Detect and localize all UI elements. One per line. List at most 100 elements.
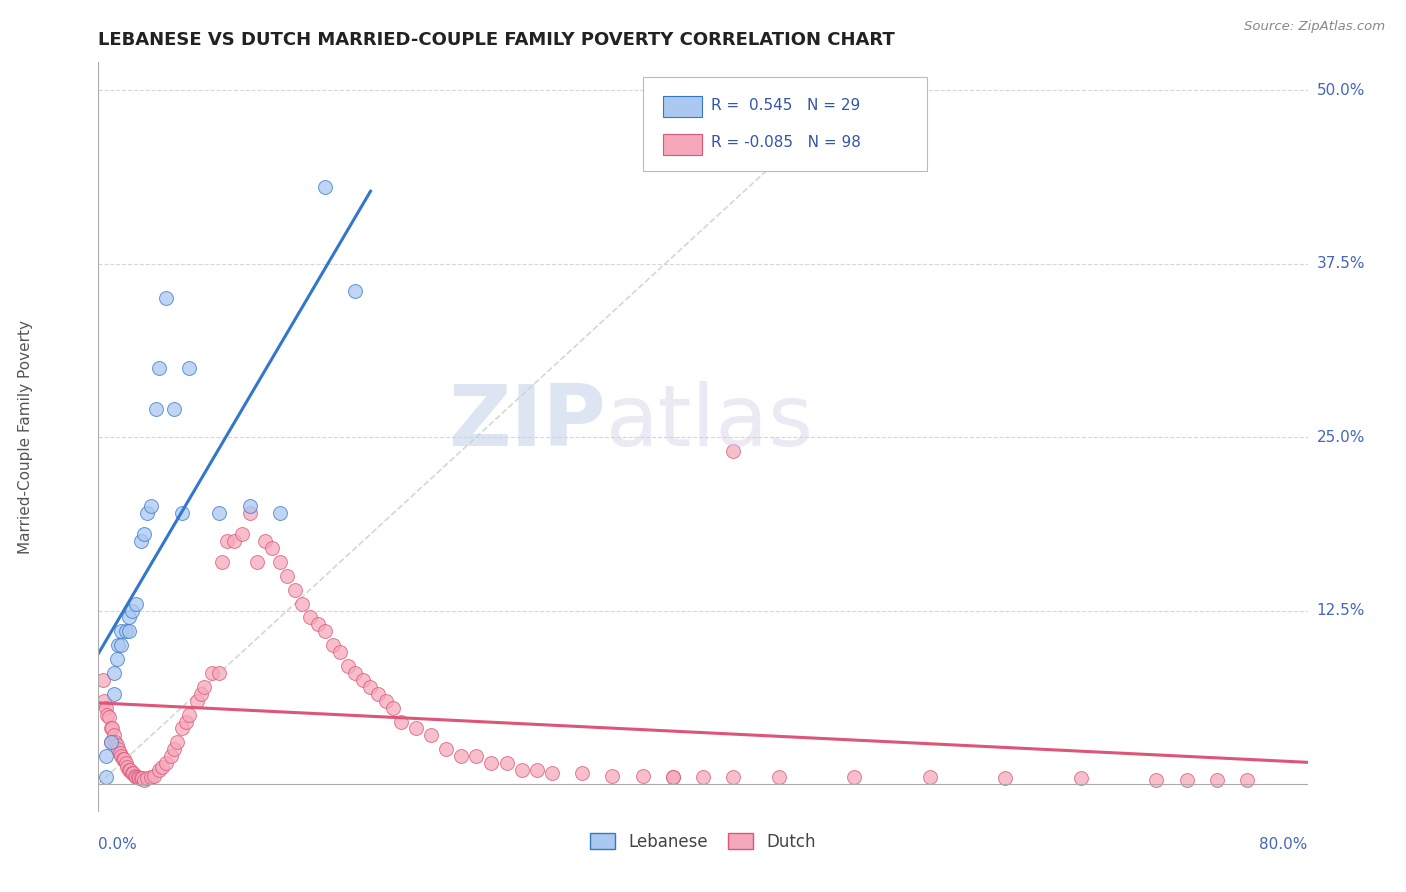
- Point: [540, 765, 562, 780]
- Point: [114, 624, 136, 639]
- Point: [145, 402, 167, 417]
- Point: [103, 728, 125, 742]
- Point: [434, 742, 457, 756]
- Point: [108, 747, 131, 761]
- Point: [122, 765, 145, 780]
- Point: [96, 707, 118, 722]
- Text: atlas: atlas: [606, 381, 814, 464]
- Point: [1070, 772, 1092, 786]
- Point: [155, 291, 177, 305]
- Point: [692, 770, 714, 784]
- Point: [148, 360, 170, 375]
- Point: [405, 722, 427, 736]
- Point: [723, 770, 745, 784]
- Point: [94, 749, 117, 764]
- Point: [166, 735, 188, 749]
- Point: [239, 500, 262, 514]
- Point: [336, 659, 359, 673]
- Point: [269, 507, 291, 521]
- Point: [160, 749, 183, 764]
- Point: [190, 687, 212, 701]
- Point: [114, 756, 136, 771]
- Text: LEBANESE VS DUTCH MARRIED-COUPLE FAMILY POVERTY CORRELATION CHART: LEBANESE VS DUTCH MARRIED-COUPLE FAMILY …: [98, 31, 896, 49]
- Point: [1206, 772, 1229, 787]
- Point: [170, 722, 193, 736]
- Point: [374, 694, 396, 708]
- Bar: [664, 96, 702, 117]
- Point: [125, 770, 148, 784]
- Text: 25.0%: 25.0%: [1316, 430, 1365, 444]
- Text: 12.5%: 12.5%: [1316, 603, 1365, 618]
- Point: [105, 652, 128, 666]
- Point: [344, 285, 367, 299]
- Point: [844, 770, 866, 784]
- Point: [450, 749, 472, 764]
- Point: [571, 765, 593, 780]
- Point: [94, 770, 117, 784]
- Text: 37.5%: 37.5%: [1316, 256, 1365, 271]
- Point: [163, 742, 186, 756]
- Point: [121, 603, 143, 617]
- Point: [186, 694, 208, 708]
- Point: [465, 749, 488, 764]
- Point: [155, 756, 177, 771]
- Point: [1236, 772, 1258, 787]
- Point: [132, 527, 155, 541]
- Point: [201, 665, 224, 680]
- Bar: [664, 134, 702, 154]
- Point: [103, 665, 125, 680]
- Text: ZIP: ZIP: [449, 381, 606, 464]
- Point: [148, 763, 170, 777]
- Legend: Lebanese, Dutch: Lebanese, Dutch: [583, 826, 823, 857]
- Text: Source: ZipAtlas.com: Source: ZipAtlas.com: [1244, 20, 1385, 33]
- Point: [112, 752, 135, 766]
- Point: [994, 772, 1017, 786]
- Point: [211, 555, 233, 569]
- Text: 80.0%: 80.0%: [1260, 837, 1308, 852]
- Point: [179, 360, 201, 375]
- Point: [104, 735, 127, 749]
- Point: [314, 624, 336, 639]
- Point: [141, 770, 163, 784]
- Point: [100, 735, 122, 749]
- Point: [1175, 772, 1198, 787]
- Point: [367, 687, 389, 701]
- Point: [150, 760, 173, 774]
- Point: [129, 772, 152, 786]
- Point: [284, 582, 307, 597]
- Point: [170, 507, 193, 521]
- Point: [723, 444, 745, 458]
- Point: [135, 772, 157, 786]
- Point: [103, 687, 125, 701]
- Point: [118, 763, 141, 777]
- Point: [127, 770, 149, 784]
- FancyBboxPatch shape: [643, 78, 927, 171]
- Point: [110, 749, 132, 764]
- Point: [135, 507, 157, 521]
- Point: [510, 763, 533, 777]
- Point: [307, 617, 329, 632]
- Point: [94, 700, 117, 714]
- Text: R =  0.545   N = 29: R = 0.545 N = 29: [711, 97, 860, 112]
- Point: [208, 507, 231, 521]
- Point: [661, 770, 683, 784]
- Point: [382, 700, 405, 714]
- Point: [495, 756, 517, 771]
- Point: [481, 756, 503, 771]
- Point: [215, 534, 238, 549]
- Point: [269, 555, 291, 569]
- Point: [314, 180, 336, 194]
- Point: [291, 597, 314, 611]
- Point: [107, 742, 129, 756]
- Point: [389, 714, 412, 729]
- Point: [141, 500, 163, 514]
- Point: [602, 769, 624, 783]
- Point: [420, 728, 443, 742]
- Point: [768, 770, 790, 784]
- Point: [129, 534, 152, 549]
- Point: [93, 694, 115, 708]
- Point: [352, 673, 374, 687]
- Point: [179, 707, 201, 722]
- Point: [98, 710, 121, 724]
- Point: [121, 765, 143, 780]
